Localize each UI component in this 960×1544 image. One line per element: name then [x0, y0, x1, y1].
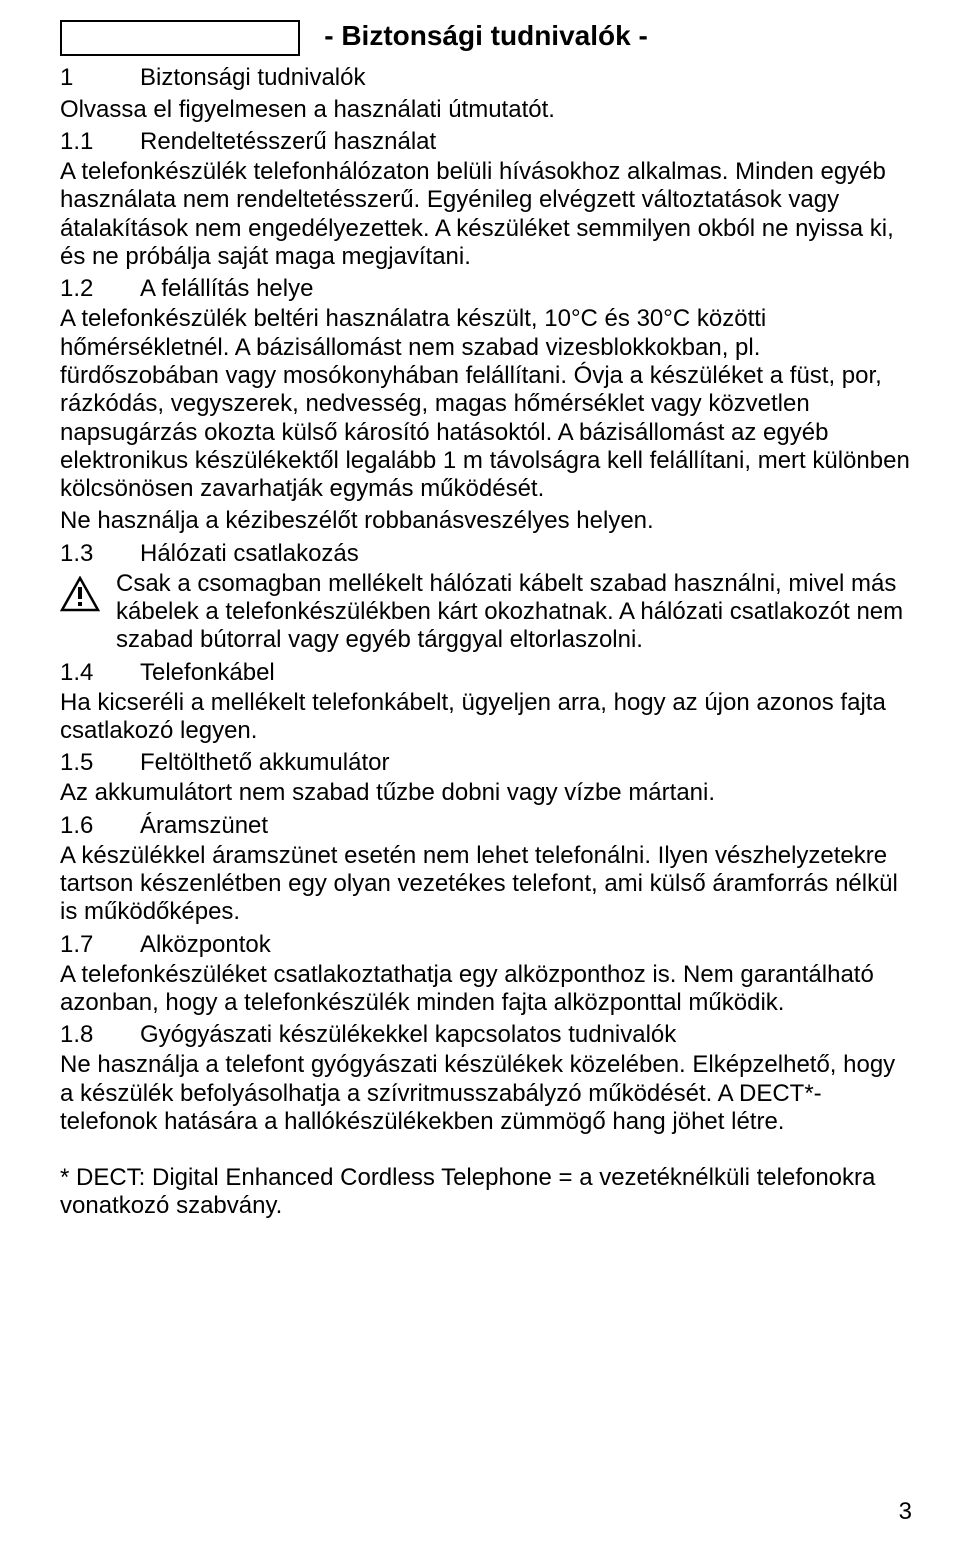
para-1-4: Ha kicseréli a mellékelt telefonkábelt, … — [60, 689, 912, 746]
section-1-label: Biztonsági tudnivalók — [140, 64, 365, 91]
para-1-2b: Ne használja a kézibeszélőt robbanásvesz… — [60, 507, 912, 535]
section-1-1-num: 1.1 — [60, 128, 140, 156]
warning-icon — [60, 576, 104, 617]
section-1-3-label: Hálózati csatlakozás — [140, 540, 359, 567]
section-1-4: 1.4Telefonkábel — [60, 659, 912, 687]
section-1-1: 1.1Rendeltetésszerű használat — [60, 128, 912, 156]
section-1-7-label: Alközpontok — [140, 931, 271, 958]
section-1-8: 1.8Gyógyászati készülékekkel kapcsolatos… — [60, 1021, 912, 1049]
section-1-2-num: 1.2 — [60, 275, 140, 303]
section-1-4-label: Telefonkábel — [140, 659, 275, 686]
section-1-5-num: 1.5 — [60, 749, 140, 777]
section-1-6-label: Áramszünet — [140, 812, 268, 839]
section-1-3: 1.3Hálózati csatlakozás — [60, 540, 912, 568]
para-1-5: Az akkumulátort nem szabad tűzbe dobni v… — [60, 779, 912, 807]
page-number: 3 — [899, 1498, 912, 1526]
section-1-num: 1 — [60, 64, 140, 92]
page-title: - Biztonsági tudnivalók - — [60, 20, 912, 52]
para-1-2a: A telefonkészülék beltéri használatra ké… — [60, 305, 912, 503]
section-1-4-num: 1.4 — [60, 659, 140, 687]
section-1-6-num: 1.6 — [60, 812, 140, 840]
section-1-2-label: A felállítás helye — [140, 275, 313, 302]
section-1: 1Biztonsági tudnivalók — [60, 64, 912, 92]
section-1-5: 1.5Feltölthető akkumulátor — [60, 749, 912, 777]
para-1-6: A készülékkel áramszünet esetén nem lehe… — [60, 842, 912, 927]
section-1-7: 1.7Alközpontok — [60, 931, 912, 959]
section-1-2: 1.2A felállítás helye — [60, 275, 912, 303]
para-1-1: A telefonkészülék telefonhálózaton belül… — [60, 158, 912, 271]
section-1-1-label: Rendeltetésszerű használat — [140, 128, 436, 155]
spacer — [60, 1140, 912, 1160]
section-1-8-num: 1.8 — [60, 1021, 140, 1049]
section-1-7-num: 1.7 — [60, 931, 140, 959]
warning-block: Csak a csomagban mellékelt hálózati kábe… — [60, 570, 912, 655]
warning-text: Csak a csomagban mellékelt hálózati kábe… — [104, 570, 912, 655]
section-1-5-label: Feltölthető akkumulátor — [140, 749, 389, 776]
intro-text: Olvassa el figyelmesen a használati útmu… — [60, 96, 912, 124]
para-1-8: Ne használja a telefont gyógyászati kész… — [60, 1051, 912, 1136]
footnote: * DECT: Digital Enhanced Cordless Teleph… — [60, 1164, 912, 1221]
para-1-7: A telefonkészüléket csatlakoztathatja eg… — [60, 961, 912, 1018]
section-1-3-num: 1.3 — [60, 540, 140, 568]
section-1-8-label: Gyógyászati készülékekkel kapcsolatos tu… — [140, 1021, 676, 1048]
section-1-6: 1.6Áramszünet — [60, 812, 912, 840]
